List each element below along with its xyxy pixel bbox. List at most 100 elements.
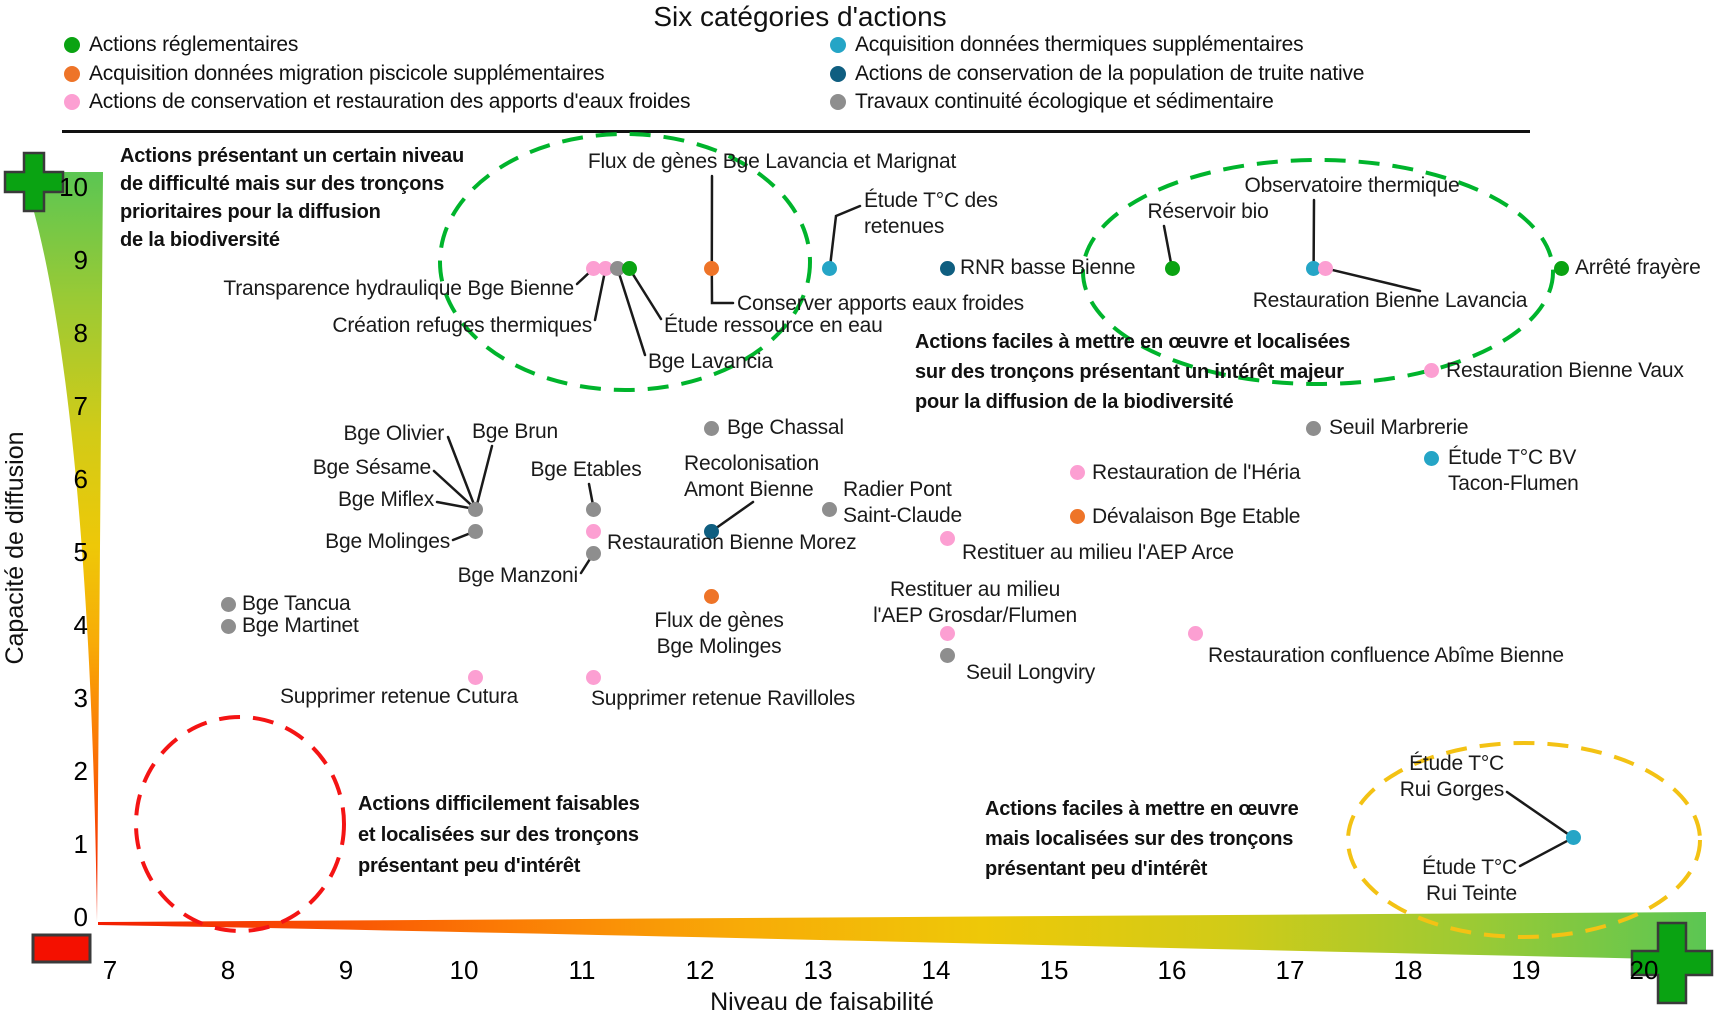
point-label: Étude T°C BV Tacon-Flumen — [1448, 445, 1579, 497]
point-label-line: Flux de gènes — [654, 609, 784, 632]
point-label: Bge Sésame — [313, 455, 431, 481]
point-label-line: Bge Olivier — [343, 422, 444, 445]
annotation-line: Actions faciles à mettre en œuvre et loc… — [915, 331, 1351, 353]
point-label-line: Étude ressource en eau — [664, 314, 883, 337]
point-label-line: Transparence hydraulique Bge Bienne — [223, 277, 574, 300]
y-tick-label-2: 2 — [73, 756, 88, 786]
annotation-line: sur des tronçons présentant un intérêt m… — [915, 361, 1344, 383]
legend-item-thermiques: Acquisition données thermiques supplémen… — [830, 33, 1304, 57]
data-point — [1317, 260, 1333, 276]
data-point — [822, 260, 838, 276]
x-tick-label-14: 14 — [921, 955, 951, 985]
legend-item-migration: Acquisition données migration piscicole … — [64, 62, 605, 86]
data-point — [609, 260, 625, 276]
x-tick-label-12: 12 — [685, 955, 715, 985]
legend-dot-migration — [64, 66, 80, 82]
legend-item-truite: Actions de conservation de la population… — [830, 62, 1364, 86]
point-label: Bge Molinges — [325, 529, 450, 555]
point-label: Arrêté frayère — [1575, 255, 1701, 281]
legend-dot-eaux_froides — [64, 94, 80, 110]
annotation-line: de difficulté mais sur des tronçons — [120, 173, 445, 195]
point-label-line: Restauration Bienne Vaux — [1446, 359, 1684, 382]
label-connector-line — [474, 444, 494, 511]
data-point — [621, 260, 637, 276]
data-point — [1070, 465, 1086, 481]
label-connector-line — [627, 267, 663, 321]
point-label: Bge Miflex — [338, 487, 434, 513]
y-tick-label-9: 9 — [73, 245, 88, 275]
annotation-line: Actions faciles à mettre en œuvre — [985, 798, 1299, 820]
point-label-line: Bge Lavancia — [648, 350, 773, 373]
point-label-line: Observatoire thermique — [1244, 174, 1460, 197]
label-connector-line — [432, 469, 478, 511]
legend-separator-line — [62, 130, 1530, 133]
data-point — [704, 523, 720, 539]
data-point — [1070, 509, 1086, 524]
data-point — [940, 530, 956, 546]
point-label: Dévalaison Bge Etable — [1092, 504, 1300, 530]
point-label-line: Restauration confluence Abîme Bienne — [1208, 644, 1564, 667]
label-connector-line — [1324, 267, 1422, 293]
point-label: Étude T°C Rui Teinte — [1422, 855, 1517, 907]
point-label-line: Bge Brun — [472, 420, 558, 443]
data-point — [940, 625, 956, 641]
x-axis-title: Niveau de faisabilité — [710, 988, 934, 1016]
data-point — [1424, 363, 1440, 378]
legend-label: Actions de conservation et restauration … — [89, 90, 691, 113]
y-axis-gradient-wedge — [22, 172, 103, 921]
annotation-line: Actions difficilement faisables — [358, 793, 640, 815]
y-tick-label-3: 3 — [73, 683, 88, 713]
label-connector-line — [828, 204, 862, 270]
plus-icon-x-axis-right — [1630, 921, 1714, 1005]
minus-icon-origin — [31, 933, 92, 964]
point-label-line: Flux de gènes Bge Lavancia et Marignat — [587, 150, 957, 173]
label-connector-line — [616, 267, 647, 357]
data-point — [1306, 421, 1322, 437]
data-point — [1306, 260, 1322, 276]
point-label-line: Bge Martinet — [242, 614, 359, 637]
point-label-line: Rui Gorges — [1399, 778, 1504, 801]
x-tick-label-19: 19 — [1511, 955, 1541, 985]
point-label-line: l'AEP Grosdar/Flumen — [873, 604, 1077, 627]
y-tick-label-10: 10 — [59, 172, 88, 202]
point-label: Supprimer retenue Ravilloles — [591, 686, 855, 712]
point-label: Bge Chassal — [727, 415, 844, 441]
data-point — [1424, 450, 1440, 466]
point-label-line: Seuil Marbrerie — [1329, 416, 1469, 439]
point-label: Étude T°C Rui Gorges — [1400, 751, 1504, 803]
point-label-line: Arrêté frayère — [1575, 256, 1701, 279]
data-point — [1164, 260, 1180, 276]
annotation-line: présentant peu d'intérêt — [358, 855, 581, 877]
point-label: Transparence hydraulique Bge Bienne — [223, 276, 574, 302]
legend-label: Actions de conservation de la population… — [855, 62, 1365, 85]
annotation-line: présentant peu d'intérêt — [985, 858, 1208, 880]
y-tick-label-6: 6 — [73, 464, 88, 494]
point-label: Seuil Longviry — [966, 660, 1095, 686]
x-tick-label-20: 20 — [1629, 955, 1659, 985]
y-tick-label-0: 0 — [73, 902, 88, 932]
point-label: Supprimer retenue Cutura — [280, 684, 518, 710]
plus-icon-y-axis-top — [3, 151, 65, 213]
y-axis-title: Capacité de diffusion — [1, 431, 29, 665]
dashed-ellipse-difficult-priority-zone — [438, 132, 812, 392]
quadrant-annotation-middle-right: Actions faciles à mettre en œuvre et loc… — [915, 327, 1350, 417]
point-label: Étude ressource en eau — [664, 313, 883, 339]
data-point — [1553, 260, 1569, 276]
point-label: Flux de gènes Bge Lavancia et Marignat — [587, 149, 957, 175]
x-tick-label-7: 7 — [102, 955, 118, 985]
label-connector-line — [1518, 836, 1575, 868]
point-label-line: Dévalaison Bge Etable — [1092, 505, 1301, 528]
point-label-line: Création refuges thermiques — [332, 314, 592, 337]
point-label: Restauration Bienne Morez — [607, 530, 857, 556]
x-tick-label-15: 15 — [1039, 955, 1069, 985]
legend-dot-reglementaires — [64, 37, 80, 53]
annotation-line: prioritaires pour la diffusion — [120, 201, 381, 223]
point-label-line: Bge Sésame — [312, 456, 431, 479]
label-connector-line — [710, 500, 755, 533]
point-label-line: Restituer au milieu — [889, 578, 1061, 601]
figure-title: Six catégories d'actions — [653, 1, 947, 32]
label-connector-line — [710, 267, 735, 305]
point-label: Observatoire thermique — [1244, 173, 1459, 199]
